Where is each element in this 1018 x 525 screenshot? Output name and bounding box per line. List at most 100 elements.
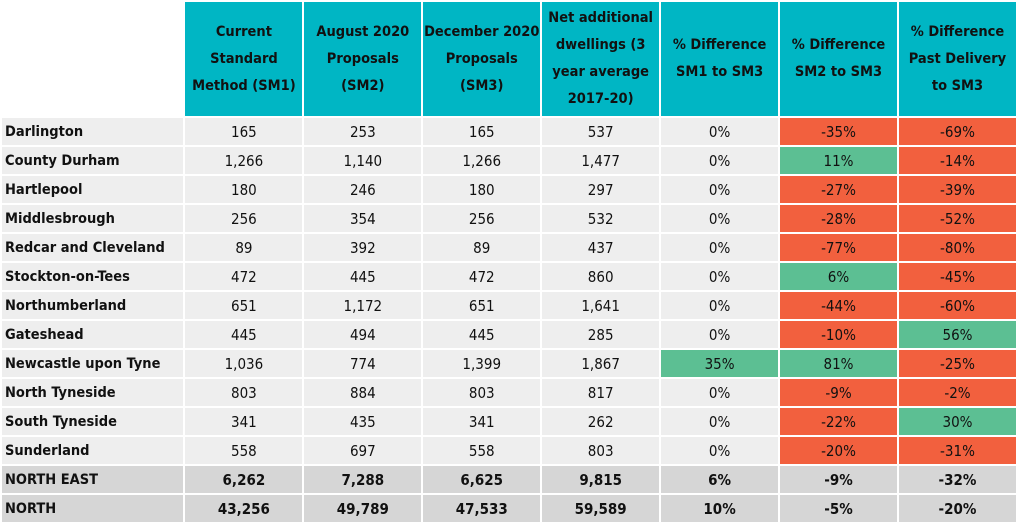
- diff-sm2-sm3-cell: -44%: [780, 292, 897, 319]
- diff-sm1-sm3-cell: 0%: [661, 263, 779, 290]
- sm3-cell: 1,266: [423, 147, 541, 174]
- area-cell: NORTH: [2, 495, 184, 522]
- diff-sm2-sm3-cell: -22%: [780, 408, 897, 435]
- diff-sm2-sm3-cell: -27%: [780, 176, 897, 203]
- table-row: Gateshead 445 494 445 285 0% -10% 56%: [2, 321, 1016, 348]
- diff-past-sm3-cell: -60%: [898, 292, 1016, 319]
- area-cell: Redcar and Cleveland: [2, 234, 184, 261]
- sm2-cell: 1,140: [304, 147, 422, 174]
- diff-sm2-sm3-cell: -5%: [780, 495, 897, 522]
- diff-sm2-sm3-cell: 11%: [780, 147, 897, 174]
- total-row: NORTH EAST 6,262 7,288 6,625 9,815 6% -9% -32%: [2, 466, 1016, 493]
- sm2-cell: 1,172: [304, 292, 422, 319]
- net-additional-cell: 285: [542, 321, 660, 348]
- diff-sm1-sm3-cell: 0%: [661, 321, 779, 348]
- sm3-cell: 165: [423, 118, 541, 145]
- sm1-cell: 43,256: [185, 495, 303, 522]
- table-row: County Durham 1,266 1,140 1,266 1,477 0% 11% -1…: [2, 147, 1016, 174]
- header-diff-sm1-sm3: % Difference SM1 to SM3: [661, 2, 779, 116]
- sm1-cell: 651: [185, 292, 303, 319]
- sm3-cell: 89: [423, 234, 541, 261]
- header-net-additional: Net additional dwellings (3 year average…: [542, 2, 660, 116]
- sm3-cell: 6,625: [423, 466, 541, 493]
- diff-sm2-sm3-cell: -9%: [780, 379, 897, 406]
- diff-sm1-sm3-cell: 0%: [661, 292, 779, 319]
- table-row: South Tyneside 341 435 341 262 0% -22% 30%: [2, 408, 1016, 435]
- sm2-cell: 774: [304, 350, 422, 377]
- area-cell: Stockton-on-Tees: [2, 263, 184, 290]
- sm3-cell: 256: [423, 205, 541, 232]
- sm1-cell: 472: [185, 263, 303, 290]
- header-diff-sm2-sm3: % Difference SM2 to SM3: [780, 2, 897, 116]
- diff-sm2-sm3-cell: -9%: [780, 466, 897, 493]
- sm1-cell: 89: [185, 234, 303, 261]
- diff-past-sm3-cell: -31%: [898, 437, 1016, 464]
- diff-sm1-sm3-cell: 0%: [661, 147, 779, 174]
- table-row: Middlesbrough 256 354 256 532 0% -28% -52%: [2, 205, 1016, 232]
- diff-sm1-sm3-cell: 0%: [661, 205, 779, 232]
- sm1-cell: 1,266: [185, 147, 303, 174]
- net-additional-cell: 437: [542, 234, 660, 261]
- sm1-cell: 341: [185, 408, 303, 435]
- sm2-cell: 445: [304, 263, 422, 290]
- diff-sm2-sm3-cell: -77%: [780, 234, 897, 261]
- net-additional-cell: 9,815: [542, 466, 660, 493]
- sm2-cell: 7,288: [304, 466, 422, 493]
- area-cell: Newcastle upon Tyne: [2, 350, 184, 377]
- diff-sm2-sm3-cell: -10%: [780, 321, 897, 348]
- sm2-cell: 246: [304, 176, 422, 203]
- diff-sm1-sm3-cell: 0%: [661, 408, 779, 435]
- sm3-cell: 1,399: [423, 350, 541, 377]
- diff-sm1-sm3-cell: 0%: [661, 379, 779, 406]
- diff-sm1-sm3-cell: 10%: [661, 495, 779, 522]
- table-row: Stockton-on-Tees 472 445 472 860 0% 6% -45%: [2, 263, 1016, 290]
- net-additional-cell: 59,589: [542, 495, 660, 522]
- table-row: North Tyneside 803 884 803 817 0% -9% -2%: [2, 379, 1016, 406]
- net-additional-cell: 262: [542, 408, 660, 435]
- diff-sm2-sm3-cell: -35%: [780, 118, 897, 145]
- diff-sm2-sm3-cell: 6%: [780, 263, 897, 290]
- net-additional-cell: 1,477: [542, 147, 660, 174]
- sm3-cell: 341: [423, 408, 541, 435]
- table-row: Newcastle upon Tyne 1,036 774 1,399 1,867 35%…: [2, 350, 1016, 377]
- net-additional-cell: 817: [542, 379, 660, 406]
- sm3-cell: 558: [423, 437, 541, 464]
- sm1-cell: 180: [185, 176, 303, 203]
- area-cell: Gateshead: [2, 321, 184, 348]
- area-cell: County Durham: [2, 147, 184, 174]
- area-cell: Northumberland: [2, 292, 184, 319]
- total-row: NORTH 43,256 49,789 47,533 59,589 10% -5% -20%: [2, 495, 1016, 522]
- sm3-cell: 651: [423, 292, 541, 319]
- sm1-cell: 558: [185, 437, 303, 464]
- net-additional-cell: 803: [542, 437, 660, 464]
- diff-past-sm3-cell: -20%: [898, 495, 1016, 522]
- header-sm1: Current Standard Method (SM1): [185, 2, 303, 116]
- diff-past-sm3-cell: -69%: [898, 118, 1016, 145]
- diff-past-sm3-cell: -45%: [898, 263, 1016, 290]
- diff-past-sm3-cell: -25%: [898, 350, 1016, 377]
- sm3-cell: 803: [423, 379, 541, 406]
- diff-sm2-sm3-cell: -20%: [780, 437, 897, 464]
- sm2-cell: 697: [304, 437, 422, 464]
- diff-sm1-sm3-cell: 0%: [661, 176, 779, 203]
- sm3-cell: 445: [423, 321, 541, 348]
- area-cell: Sunderland: [2, 437, 184, 464]
- sm2-cell: 253: [304, 118, 422, 145]
- sm3-cell: 47,533: [423, 495, 541, 522]
- table-row: Darlington 165 253 165 537 0% -35% -69%: [2, 118, 1016, 145]
- sm1-cell: 6,262: [185, 466, 303, 493]
- net-additional-cell: 297: [542, 176, 660, 203]
- net-additional-cell: 532: [542, 205, 660, 232]
- header-blank: [2, 2, 184, 116]
- table-row: Northumberland 651 1,172 651 1,641 0% -44% -60%: [2, 292, 1016, 319]
- sm1-cell: 445: [185, 321, 303, 348]
- diff-sm2-sm3-cell: 81%: [780, 350, 897, 377]
- sm2-cell: 354: [304, 205, 422, 232]
- sm1-cell: 1,036: [185, 350, 303, 377]
- area-cell: NORTH EAST: [2, 466, 184, 493]
- diff-sm1-sm3-cell: 35%: [661, 350, 779, 377]
- area-cell: South Tyneside: [2, 408, 184, 435]
- net-additional-cell: 860: [542, 263, 660, 290]
- diff-sm1-sm3-cell: 0%: [661, 118, 779, 145]
- diff-past-sm3-cell: -80%: [898, 234, 1016, 261]
